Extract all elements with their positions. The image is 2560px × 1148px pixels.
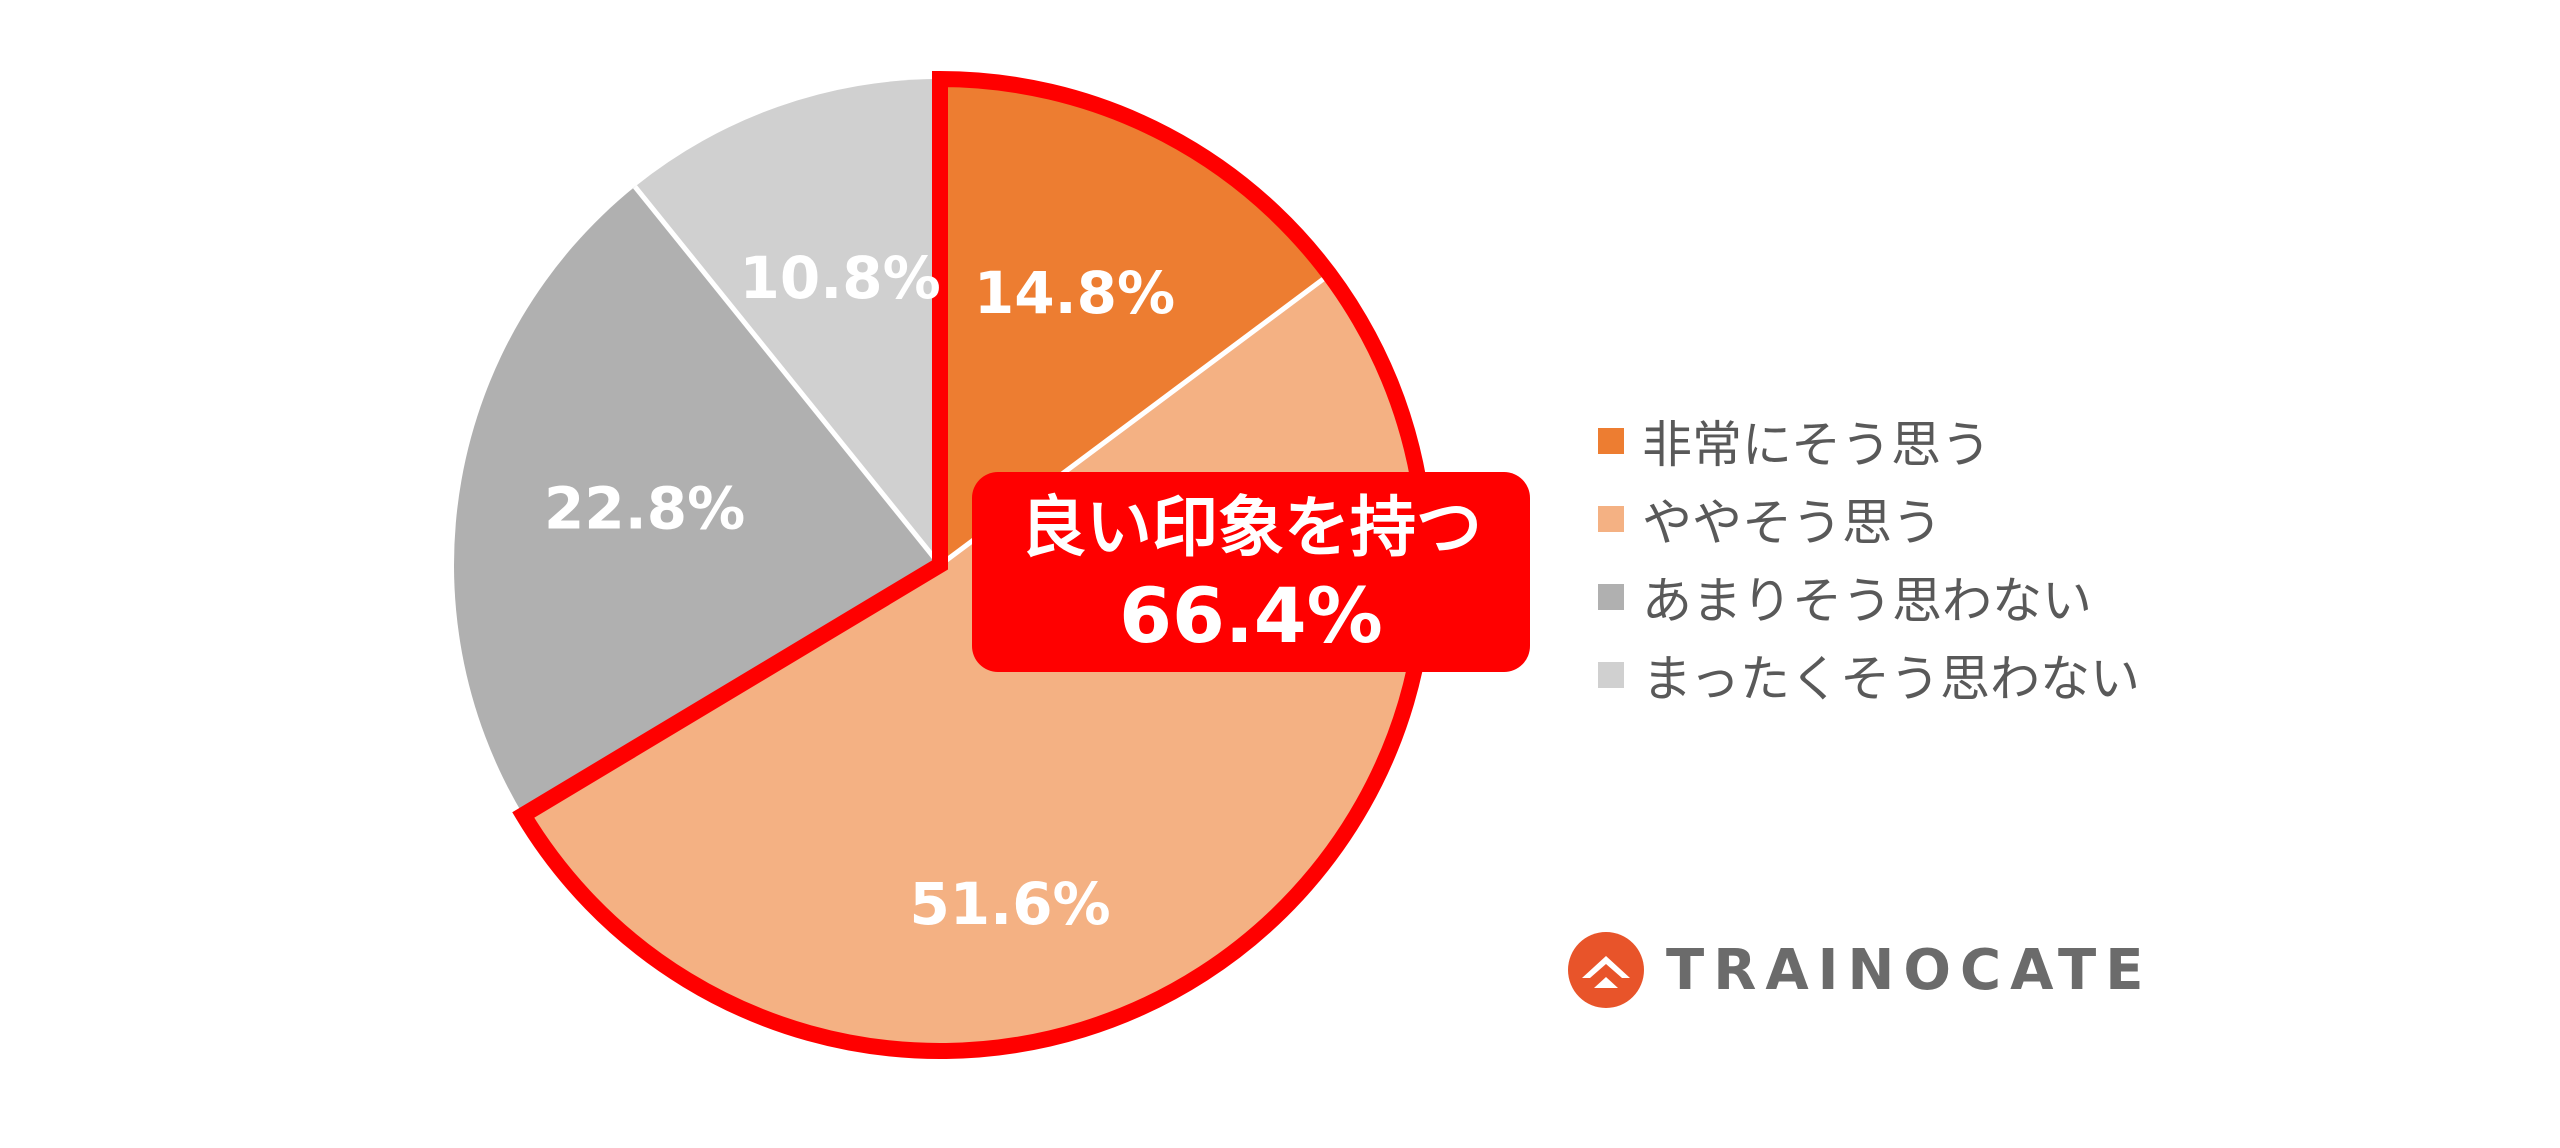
legend-swatch [1598,584,1624,610]
callout-value: 66.4% [1119,571,1383,660]
legend: 非常にそう思う ややそう思う あまりそう思わない まったくそう思わない [1598,402,2140,714]
pie-slice [523,274,1427,1052]
pie-data-labels: 14.8% 51.6% 22.8% 10.8% [544,244,1175,938]
pie-slice [940,79,1330,565]
pie-slices [454,79,1427,1052]
legend-label: あまりそう思わない [1642,572,2092,630]
pie-data-label: 22.8% [544,475,745,543]
legend-label: 非常にそう思う [1642,416,1991,474]
highlight-outline [512,70,1434,1059]
legend-item: ややそう思う [1598,480,2140,558]
pie-data-label: 14.8% [974,259,1175,327]
legend-swatch [1598,428,1624,454]
pie-data-label: 10.8% [740,244,941,312]
legend-item: 非常にそう思う [1598,402,2140,480]
pie-slice [454,186,940,816]
legend-label: まったくそう思わない [1642,650,2140,708]
legend-item: まったくそう思わない [1598,636,2140,714]
pie-slice [634,79,940,565]
legend-swatch [1598,506,1624,532]
legend-swatch [1598,662,1624,688]
brand-name: TRAINOCATE [1666,937,2153,1003]
pie-data-label: 51.6% [909,870,1110,938]
slice-separator [632,185,942,567]
trainocate-logo-icon [1568,932,1644,1008]
legend-item: あまりそう思わない [1598,558,2140,636]
highlight-callout: 良い印象を持つ 66.4% [972,472,1530,672]
callout-label: 良い印象を持つ [1020,489,1482,566]
brand-logo: TRAINOCATE [1568,932,2153,1008]
legend-label: ややそう思う [1642,494,1942,552]
